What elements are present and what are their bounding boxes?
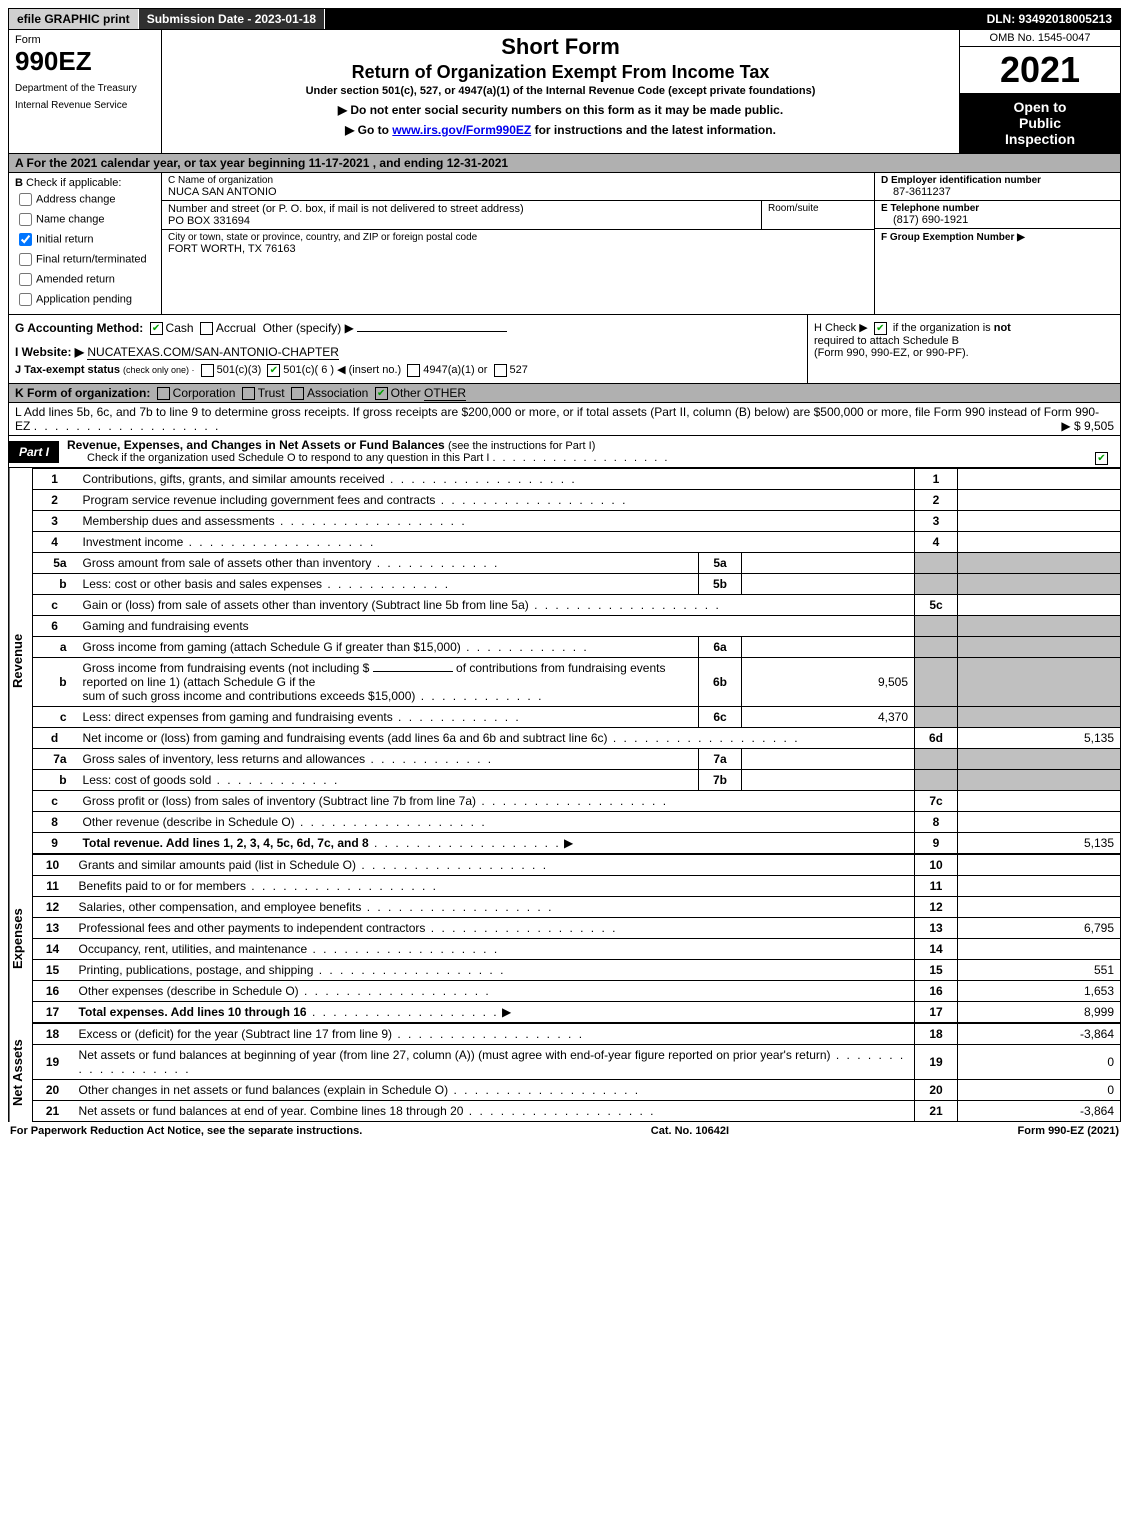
check-4947[interactable] <box>407 364 420 377</box>
revenue-label: Revenue <box>9 468 32 854</box>
website-value: NUCATEXAS.COM/SAN-ANTONIO-CHAPTER <box>87 345 339 360</box>
form-header: Form 990EZ Department of the Treasury In… <box>8 30 1121 154</box>
form-word: Form <box>15 34 155 46</box>
org-name: NUCA SAN ANTONIO <box>168 186 868 198</box>
ein-value: 87-3611237 <box>881 186 1114 198</box>
phone-value: (817) 690-1921 <box>881 214 1114 226</box>
tax-year: 2021 <box>960 47 1120 93</box>
check-accrual[interactable] <box>200 322 213 335</box>
footer-right: Form 990-EZ (2021) <box>1018 1125 1120 1137</box>
part-1-header: Part I Revenue, Expenses, and Changes in… <box>8 436 1121 468</box>
check-trust[interactable] <box>242 387 255 400</box>
org-city: FORT WORTH, TX 76163 <box>168 243 868 255</box>
check-501c[interactable] <box>267 364 280 377</box>
directive-2: ▶ Go to www.irs.gov/Form990EZ for instru… <box>170 123 951 137</box>
form-title-block: Short Form Return of Organization Exempt… <box>162 30 959 153</box>
form-title-1: Short Form <box>170 34 951 60</box>
expenses-section: Expenses 10 Grants and similar amounts p… <box>8 854 1121 1023</box>
dept-line-1: Department of the Treasury <box>15 83 155 94</box>
check-initial-return[interactable]: Initial return <box>15 230 155 249</box>
other-org-value: OTHER <box>424 386 466 401</box>
room-suite-label: Room/suite <box>762 201 874 229</box>
top-bar: efile GRAPHIC print Submission Date - 20… <box>8 8 1121 30</box>
revenue-section: Revenue 1 Contributions, gifts, grants, … <box>8 468 1121 854</box>
check-final-return[interactable]: Final return/terminated <box>15 250 155 269</box>
check-corporation[interactable] <box>157 387 170 400</box>
check-527[interactable] <box>494 364 507 377</box>
section-d-e-f: D Employer identification number 87-3611… <box>874 173 1120 314</box>
omb-number: OMB No. 1545-0047 <box>960 30 1120 47</box>
check-schedule-b[interactable] <box>874 322 887 335</box>
line-a: A For the 2021 calendar year, or tax yea… <box>8 154 1121 173</box>
line-h: H Check ▶ if the organization is not req… <box>807 315 1120 383</box>
form-id-block: Form 990EZ Department of the Treasury In… <box>9 30 162 153</box>
section-b-c-def: B Check if applicable: Address change Na… <box>8 173 1121 315</box>
check-other-org[interactable] <box>375 387 388 400</box>
part-1-label: Part I <box>9 441 59 463</box>
netassets-section: Net Assets 18 Excess or (deficit) for th… <box>8 1023 1121 1122</box>
submission-date: Submission Date - 2023-01-18 <box>139 9 325 29</box>
line-g: G Accounting Method: Cash Accrual Other … <box>9 315 807 383</box>
check-cash[interactable] <box>150 322 163 335</box>
footer-left: For Paperwork Reduction Act Notice, see … <box>10 1125 362 1137</box>
other-method-input[interactable] <box>357 331 507 332</box>
line-l: L Add lines 5b, 6c, and 7b to line 9 to … <box>8 403 1121 436</box>
expenses-label: Expenses <box>9 854 32 1023</box>
directive-1: ▶ Do not enter social security numbers o… <box>170 103 951 117</box>
org-street: PO BOX 331694 <box>168 215 755 227</box>
form-number: 990EZ <box>15 46 155 77</box>
section-c: C Name of organization NUCA SAN ANTONIO … <box>162 173 874 314</box>
check-name-change[interactable]: Name change <box>15 210 155 229</box>
footer-mid: Cat. No. 10642I <box>651 1125 729 1137</box>
form-subtitle: Under section 501(c), 527, or 4947(a)(1)… <box>170 85 951 97</box>
netassets-label: Net Assets <box>9 1023 32 1122</box>
check-schedule-o[interactable] <box>1095 452 1108 465</box>
section-g-h: G Accounting Method: Cash Accrual Other … <box>8 315 1121 384</box>
gross-receipts: ▶ $ 9,505 <box>1061 419 1114 433</box>
irs-link[interactable]: www.irs.gov/Form990EZ <box>392 123 531 137</box>
line-k: K Form of organization: Corporation Trus… <box>8 384 1121 403</box>
dept-line-2: Internal Revenue Service <box>15 100 155 111</box>
form-title-2: Return of Organization Exempt From Incom… <box>170 62 951 83</box>
check-application-pending[interactable]: Application pending <box>15 290 155 309</box>
check-address-change[interactable]: Address change <box>15 190 155 209</box>
dln-label: DLN: 93492018005213 <box>979 9 1120 29</box>
efile-label[interactable]: efile GRAPHIC print <box>9 9 139 29</box>
check-501c3[interactable] <box>201 364 214 377</box>
check-amended-return[interactable]: Amended return <box>15 270 155 289</box>
section-b: B Check if applicable: Address change Na… <box>9 173 162 314</box>
form-meta-block: OMB No. 1545-0047 2021 Open to Public In… <box>959 30 1120 153</box>
check-association[interactable] <box>291 387 304 400</box>
inspection-badge: Open to Public Inspection <box>960 93 1120 153</box>
page-footer: For Paperwork Reduction Act Notice, see … <box>8 1122 1121 1140</box>
